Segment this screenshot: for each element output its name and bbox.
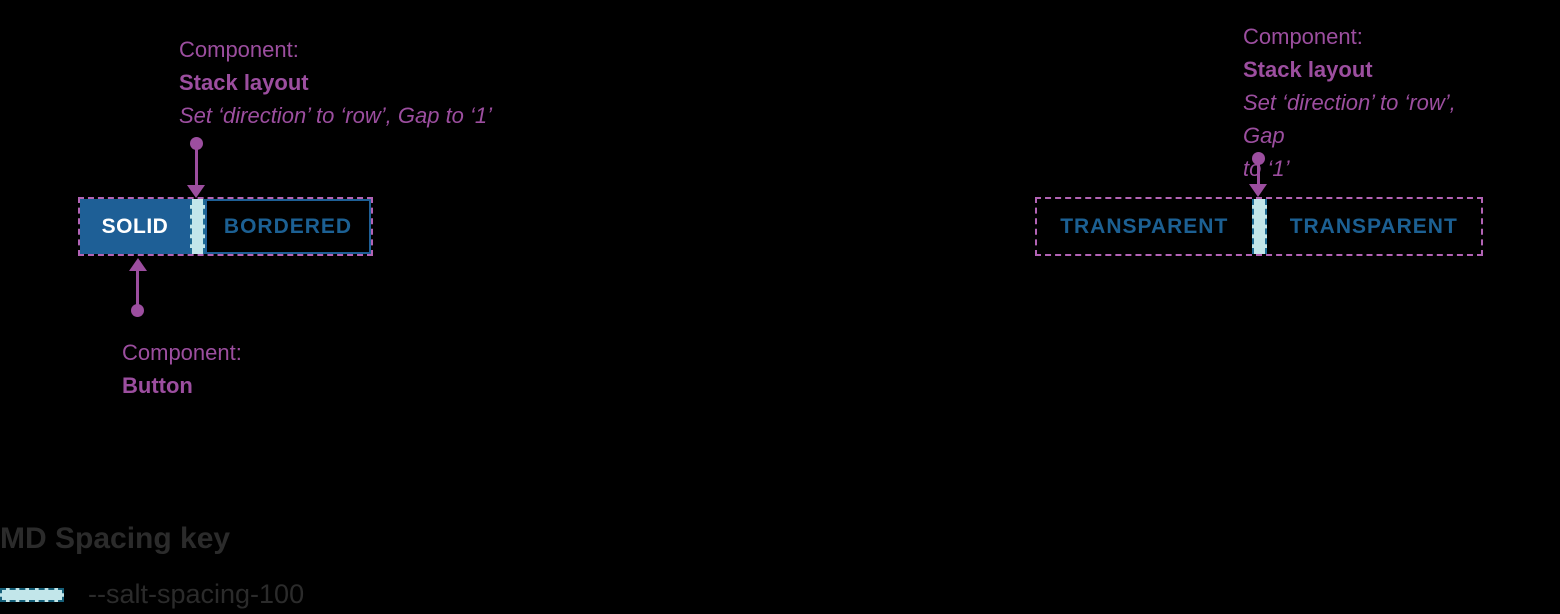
button-annotation-line2: Button bbox=[122, 373, 193, 398]
left-stack-annotation-line3: Set ‘direction’ to ‘row’, Gap to ‘1’ bbox=[179, 103, 493, 128]
transparent-button-2[interactable]: TRANSPARENT bbox=[1289, 214, 1458, 238]
left-stack-annotation-line1: Component: bbox=[179, 37, 299, 62]
button-arrow-dot bbox=[131, 304, 144, 317]
button-annotation-line1: Component: bbox=[122, 340, 242, 365]
solid-button[interactable]: SOLID bbox=[80, 199, 190, 254]
spacing-key-token-label: --salt-spacing-100 bbox=[88, 579, 305, 609]
spacing-key-title: MD Spacing key bbox=[0, 522, 231, 555]
right-stack-annotation-line4: to ‘1’ bbox=[1243, 156, 1290, 181]
right-stack-annotation: Component: Stack layout Set ‘direction’ … bbox=[1243, 20, 1493, 185]
right-stack-annotation-line2: Stack layout bbox=[1243, 57, 1373, 82]
right-stack-arrow-head-icon bbox=[1249, 184, 1267, 197]
button-arrow-head-icon bbox=[129, 258, 147, 271]
right-spacing-gap-swatch bbox=[1251, 199, 1267, 254]
button-arrow-shaft bbox=[136, 269, 139, 307]
left-stack-annotation-line2: Stack layout bbox=[179, 70, 309, 95]
left-spacing-gap-swatch bbox=[190, 199, 205, 254]
left-stack-arrow-head-icon bbox=[187, 185, 205, 198]
bordered-button[interactable]: BORDERED bbox=[205, 199, 371, 254]
left-stack-layout-selection: SOLID BORDERED bbox=[78, 197, 373, 256]
transparent-button-1[interactable]: TRANSPARENT bbox=[1060, 214, 1229, 238]
right-stack-arrow-dot bbox=[1252, 152, 1265, 165]
right-stack-annotation-line1: Component: bbox=[1243, 24, 1363, 49]
left-stack-arrow-shaft bbox=[195, 148, 198, 188]
right-stack-layout-selection: TRANSPARENT TRANSPARENT bbox=[1035, 197, 1483, 256]
button-annotation: Component: Button bbox=[122, 336, 242, 402]
spacing-key-swatch bbox=[0, 588, 64, 602]
left-stack-annotation: Component: Stack layout Set ‘direction’ … bbox=[179, 33, 492, 132]
right-stack-annotation-line3: Set ‘direction’ to ‘row’, Gap bbox=[1243, 90, 1456, 148]
left-stack-arrow-dot bbox=[190, 137, 203, 150]
right-stack-arrow-shaft bbox=[1257, 163, 1260, 187]
